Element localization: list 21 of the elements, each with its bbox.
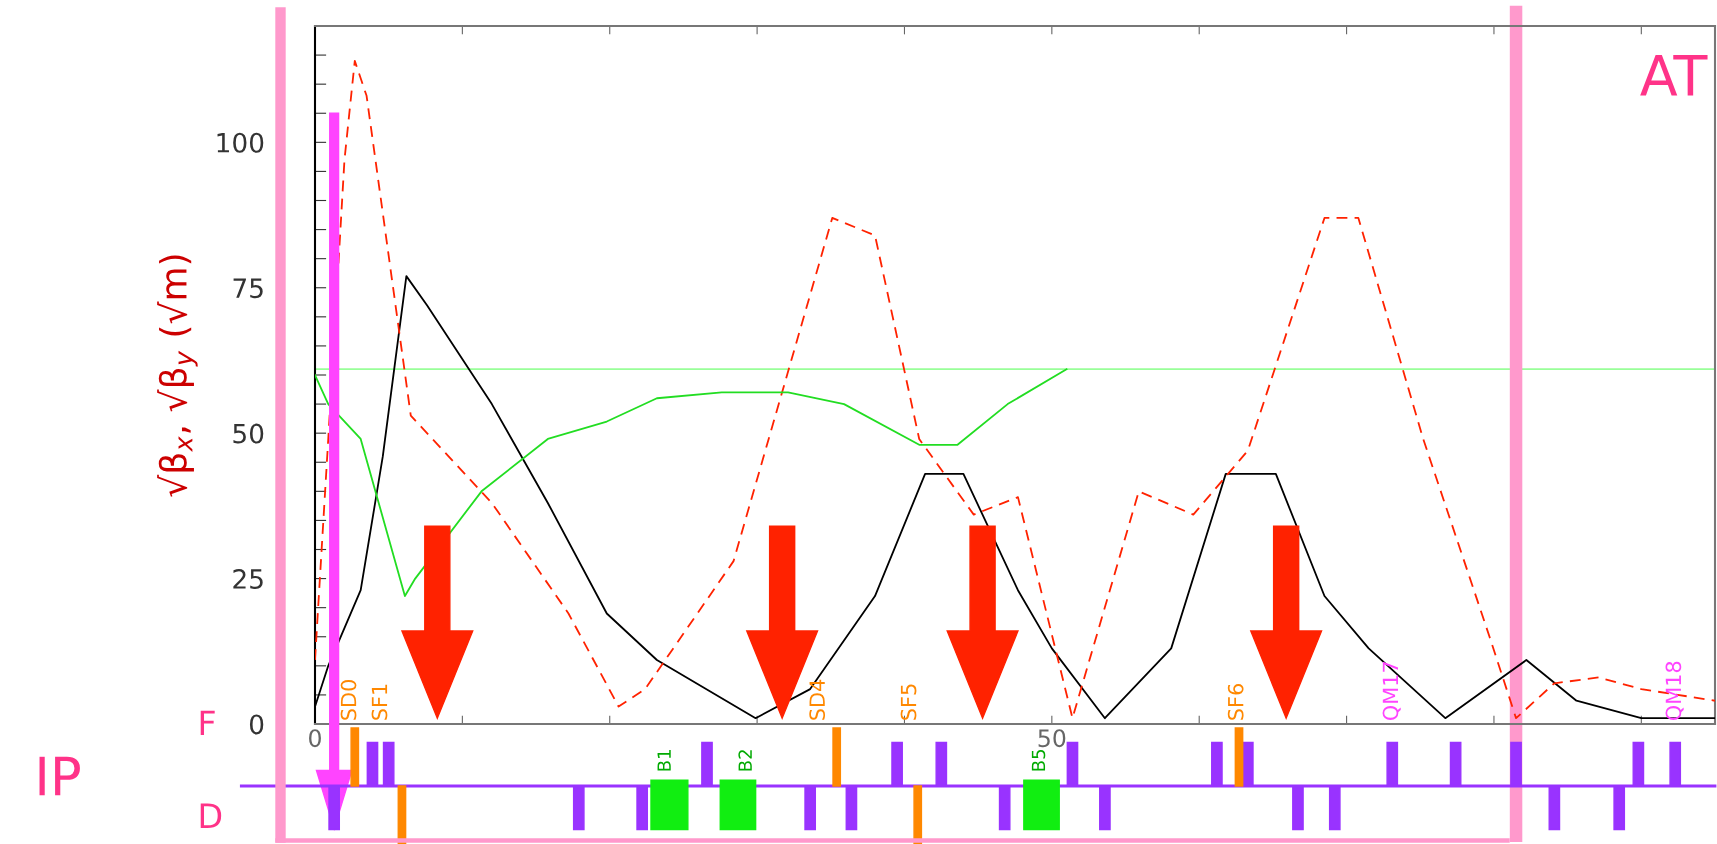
y-tick-label: 75 <box>233 278 263 299</box>
text: B5 <box>1031 750 1046 771</box>
text: D <box>200 803 222 828</box>
annotation: SF6 <box>1227 684 1244 720</box>
y-tick-label: 50 <box>233 423 264 444</box>
y-tick-label: 100 <box>217 132 264 153</box>
annotation: SD4 <box>809 679 826 720</box>
y-tick-label: 0 <box>249 714 264 735</box>
y-tick-label: 25 <box>233 569 263 589</box>
annotation: SF5 <box>900 684 917 720</box>
annotation: AT <box>1640 55 1708 96</box>
line-series <box>315 368 1068 597</box>
annotation: QM17 <box>1382 662 1401 721</box>
text: B2 <box>738 750 752 771</box>
text: F <box>200 710 215 736</box>
y-axis-title: √β$_{x}$, √β$_{y}$ (√m) <box>157 255 198 497</box>
text: IP <box>39 756 80 796</box>
text: B1 <box>657 750 671 771</box>
annotation: QM18 <box>1665 661 1684 721</box>
annotation: SF1 <box>371 684 388 720</box>
annotation: SD0 <box>340 680 357 720</box>
